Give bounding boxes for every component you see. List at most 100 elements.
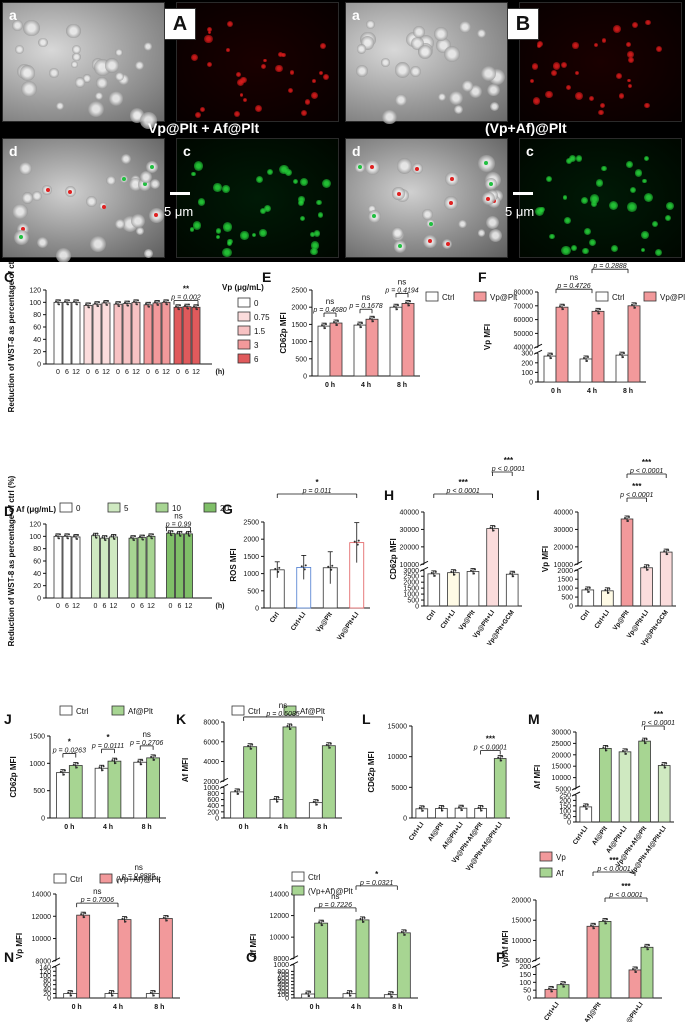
x-tick-label: 12 xyxy=(162,369,170,376)
data-point xyxy=(179,534,182,537)
y-axis-label: CD62p MFI xyxy=(367,751,376,792)
bar xyxy=(317,325,331,377)
cell-blob xyxy=(575,155,583,162)
cell-blob xyxy=(666,201,675,210)
cell-blob xyxy=(568,154,577,163)
bar xyxy=(620,518,634,607)
y-tick-label: 10000 xyxy=(552,775,572,782)
cell-blob xyxy=(321,178,331,189)
data-point xyxy=(237,792,240,795)
cell-blob xyxy=(12,204,28,220)
x-tick-label: 0 h xyxy=(64,824,74,831)
x-tick-label: 0 xyxy=(176,369,180,376)
cell-blob xyxy=(74,77,86,88)
data-point xyxy=(76,537,78,540)
data-point xyxy=(453,573,456,576)
cell-blob xyxy=(289,70,295,75)
cell-blob xyxy=(545,176,552,183)
cell-blob xyxy=(490,102,500,112)
data-point xyxy=(512,575,515,578)
cell-blob xyxy=(263,204,272,213)
bar xyxy=(401,303,415,377)
data-point xyxy=(300,565,303,568)
data-point xyxy=(121,917,124,920)
y-tick-label: 60 xyxy=(43,982,51,989)
cell-blob xyxy=(644,19,651,26)
data-point xyxy=(84,912,87,915)
y-tick-label: 20000 xyxy=(512,898,532,905)
microscopy-panel-a: a b d c A Vp@Plt + Af@Plt 5 μm xyxy=(0,0,342,262)
panel-label-m: M xyxy=(528,711,540,727)
data-point xyxy=(59,770,62,773)
legend-item-label: Ctrl xyxy=(612,293,625,302)
data-point xyxy=(360,326,362,329)
x-tick-label: 6 xyxy=(95,369,99,376)
tile-green-fluorescence: c xyxy=(519,138,682,258)
data-point xyxy=(189,530,192,533)
data-point xyxy=(625,752,627,755)
y-tick-label: 10000 xyxy=(270,935,290,942)
bar xyxy=(618,751,632,823)
data-point xyxy=(324,327,326,330)
cell-marker xyxy=(483,160,488,165)
bar xyxy=(182,306,192,365)
y-tick-label: 0 xyxy=(303,374,307,381)
data-point xyxy=(562,308,564,311)
panel-label-p: P xyxy=(496,949,505,965)
cell-blob xyxy=(194,111,202,118)
bar xyxy=(122,303,132,365)
data-point xyxy=(635,302,637,305)
data-point xyxy=(606,745,609,748)
data-point xyxy=(336,324,338,327)
y-tick-label: 400 xyxy=(277,982,289,989)
data-point xyxy=(167,299,169,302)
cell-blob xyxy=(85,196,97,208)
legend-title: Af (μg/mL) xyxy=(16,505,56,514)
data-point xyxy=(157,303,159,306)
legend-item-label: Ctrl xyxy=(70,875,83,884)
cell-blob xyxy=(627,78,631,83)
x-tick-label: Ctrl+LI xyxy=(439,609,457,630)
cell-blob xyxy=(391,227,403,239)
legend-item-label: (Vp+Af)@Plt xyxy=(308,887,354,896)
y-tick-label: 6000 xyxy=(203,739,219,746)
cell-blob xyxy=(65,23,81,39)
legend-item-swatch xyxy=(291,885,305,896)
scale-label: 5 μm xyxy=(505,204,535,219)
y-tick-label: 50 xyxy=(563,814,571,821)
sig-pvalue: p = 0.4726 xyxy=(556,283,590,290)
data-point xyxy=(128,300,130,303)
y-tick-label: 1000 xyxy=(403,592,419,599)
data-point xyxy=(136,303,138,306)
y-tick-label: 40000 xyxy=(514,345,534,352)
data-point xyxy=(106,303,108,306)
bar xyxy=(191,306,201,365)
y-tick-label: 0 xyxy=(37,596,41,603)
y-tick-label: 200 xyxy=(277,989,289,996)
x-tick-label: 4 h xyxy=(103,824,113,831)
x-tick-label: 0 h xyxy=(325,382,335,389)
x-tick-label: 8 h xyxy=(142,824,152,831)
y-tick-label: 700 xyxy=(277,972,289,979)
cell-blob xyxy=(55,102,64,111)
data-point xyxy=(188,303,190,306)
bar xyxy=(143,304,153,365)
x-tick-label: 6 xyxy=(65,369,69,376)
y-tick-label: 250 xyxy=(559,793,571,800)
data-point xyxy=(55,534,57,537)
data-point xyxy=(304,564,307,567)
sig-marker: *** xyxy=(459,478,469,487)
y-tick-label: 0 xyxy=(529,380,533,387)
data-point xyxy=(118,305,120,308)
cell-blob xyxy=(443,45,461,63)
y-tick-label: 5000 xyxy=(515,958,531,965)
data-point xyxy=(551,990,553,993)
bar xyxy=(158,918,173,999)
data-point xyxy=(125,916,128,919)
data-point xyxy=(587,355,589,358)
cell-blob xyxy=(239,93,244,97)
data-point xyxy=(480,809,483,812)
data-point xyxy=(330,568,333,571)
data-point xyxy=(590,924,592,927)
data-point xyxy=(312,800,315,803)
